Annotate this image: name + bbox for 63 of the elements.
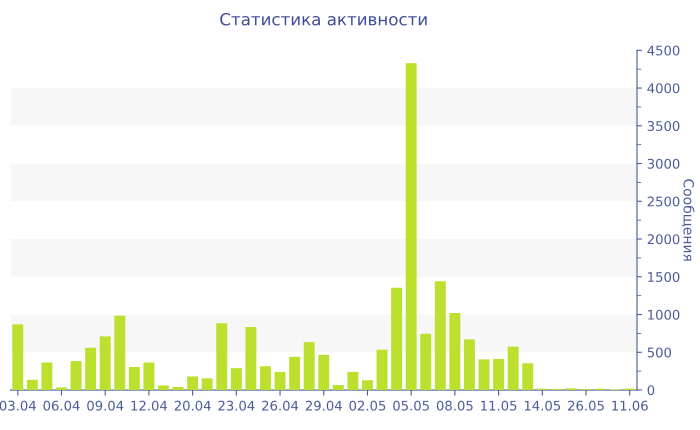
- y-tick-label: 4500: [647, 46, 680, 56]
- x-tick-label: 20.04: [174, 400, 211, 411]
- bar: [318, 354, 330, 390]
- chart-title: Статистика активности: [220, 12, 427, 26]
- bar: [187, 376, 198, 390]
- bar: [304, 342, 315, 390]
- bar: [332, 385, 344, 390]
- x-tick-label: 14.05: [524, 400, 560, 411]
- y-tick-label: 3000: [648, 158, 680, 169]
- bar: [202, 378, 213, 390]
- x-tick-label: 11.06: [612, 400, 648, 411]
- bar: [274, 372, 286, 390]
- x-tick-label: 12.04: [131, 400, 168, 411]
- bar: [406, 63, 417, 390]
- x-tick-label: 05.05: [393, 400, 429, 411]
- bar: [158, 385, 169, 390]
- bar: [260, 366, 271, 390]
- bar: [347, 372, 358, 390]
- bar: [128, 366, 140, 390]
- y-tick-label: 2500: [648, 196, 680, 206]
- bar: [143, 362, 154, 390]
- y-tick-label: 1000: [648, 310, 680, 320]
- y-tick-label: 2000: [648, 234, 680, 244]
- x-tick-label: 08.05: [436, 400, 473, 411]
- bar: [434, 281, 446, 390]
- bar: [114, 316, 126, 390]
- y-tick-label: 3500: [648, 121, 680, 131]
- x-tick-label: 03.04: [0, 400, 36, 411]
- bar: [493, 359, 504, 390]
- y-tick-label: 1500: [648, 272, 680, 282]
- bar: [172, 386, 184, 390]
- bar: [216, 323, 228, 390]
- x-tick-label: 11.05: [481, 400, 516, 411]
- y-axis-title: Сообщения: [682, 179, 694, 261]
- bar: [100, 336, 111, 390]
- x-tick-label: 02.05: [349, 400, 386, 411]
- bar: [85, 348, 96, 390]
- bar: [362, 380, 373, 390]
- bar: [70, 360, 82, 390]
- bar: [464, 339, 475, 390]
- y-tick-label: 500: [648, 347, 672, 358]
- bar: [449, 313, 460, 390]
- x-tick-label: 23.04: [218, 400, 254, 411]
- bar: [391, 288, 402, 390]
- bar: [12, 324, 24, 390]
- bar: [245, 326, 256, 390]
- x-tick-label: 26.05: [568, 400, 604, 411]
- bar: [508, 346, 519, 390]
- bar: [289, 356, 300, 390]
- x-tick-label: 09.04: [87, 400, 124, 411]
- x-tick-label: 06.04: [43, 400, 80, 411]
- y-tick-label: 4000: [647, 83, 680, 94]
- y-tick-label: 0: [648, 385, 654, 396]
- bar: [41, 362, 52, 390]
- bar: [230, 368, 242, 390]
- bar: [522, 363, 534, 390]
- bar: [56, 387, 67, 390]
- x-tick-label: 29.04: [306, 400, 342, 411]
- x-tick-label: 26.04: [262, 400, 298, 411]
- bar: [26, 380, 38, 390]
- bar: [478, 359, 490, 390]
- bar: [420, 334, 432, 390]
- bar: [376, 350, 388, 390]
